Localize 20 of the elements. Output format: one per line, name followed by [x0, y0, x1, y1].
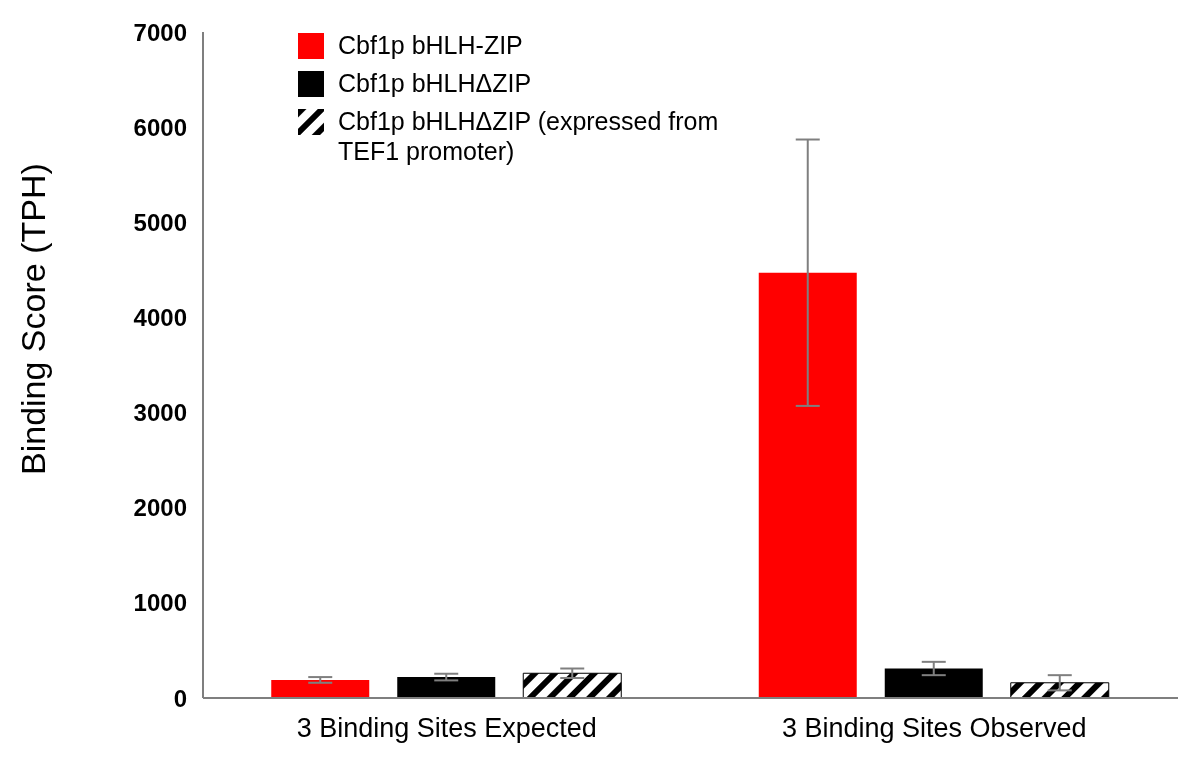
legend-label: Cbf1p bHLHΔZIP	[338, 68, 533, 98]
bar	[522, 672, 622, 698]
legend-label: Cbf1p bHLH-ZIP	[338, 30, 524, 60]
y-tick-label: 2000	[133, 494, 187, 522]
y-tick-label: 3000	[133, 399, 187, 427]
x-tick-label: 3 Binding Sites Observed	[781, 713, 1087, 744]
y-tick-label: 1000	[133, 589, 187, 617]
y-axis-title: Binding Score (TPH)	[14, 163, 53, 475]
bar	[884, 668, 983, 698]
x-tick-label: 3 Binding Sites Expected	[296, 713, 597, 744]
legend-label: Cbf1p bHLHΔZIP (expressed from TEF1 promoter)	[338, 106, 720, 166]
bar	[271, 679, 370, 698]
bar	[397, 677, 496, 698]
bar	[1010, 682, 1110, 698]
y-tick-label: 0	[173, 684, 187, 712]
y-tick-label: 6000	[133, 113, 187, 141]
y-tick-label: 5000	[133, 208, 187, 236]
y-tick-label: 4000	[133, 303, 187, 331]
bar	[758, 272, 857, 698]
y-tick-label: 7000	[133, 18, 187, 46]
